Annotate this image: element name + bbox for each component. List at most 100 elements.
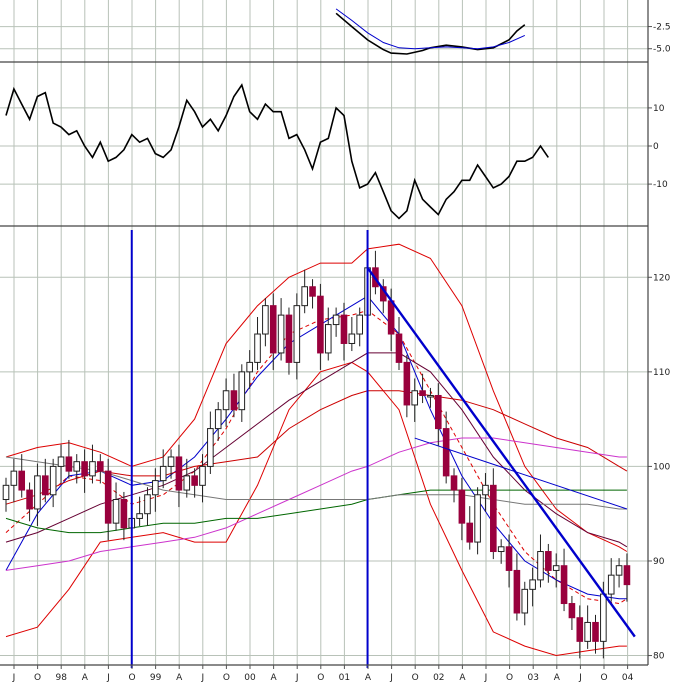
candle-body: [537, 551, 544, 581]
x-tick-label: O: [506, 673, 513, 683]
candle-body: [34, 475, 41, 510]
candle-body: [246, 361, 253, 373]
candle-body: [584, 621, 591, 642]
x-tick-label: J: [12, 673, 16, 683]
candle-body: [301, 286, 308, 307]
candle-body: [285, 314, 293, 363]
candle-body: [238, 371, 246, 411]
candle-body: [340, 314, 348, 344]
candle-body: [112, 499, 120, 524]
x-tick-label: O: [412, 673, 419, 683]
candle-body: [317, 295, 324, 354]
candle-body: [356, 314, 363, 335]
y-tick-label: 80: [653, 652, 665, 662]
x-tick-label: 99: [150, 673, 162, 683]
x-tick-label: 98: [55, 673, 67, 683]
x-tick-label: 01: [339, 673, 350, 683]
candle-body: [458, 489, 466, 524]
candle-body: [175, 456, 183, 491]
x-tick-label: J: [106, 673, 110, 683]
x-tick-label: A: [271, 673, 278, 683]
candle-body: [183, 475, 191, 491]
y-tick-label: 120: [653, 273, 670, 283]
candle-body: [26, 489, 33, 510]
x-tick-label: J: [389, 673, 393, 683]
x-tick-label: 00: [244, 673, 256, 683]
y-tick-label: -2.5: [653, 23, 671, 33]
candle-body: [159, 465, 167, 482]
candle-body: [592, 621, 599, 642]
candle-body: [269, 305, 277, 354]
x-tick-label: 02: [433, 673, 444, 683]
candle-body: [521, 588, 529, 614]
candle-body: [254, 333, 261, 363]
trendline: [414, 437, 628, 510]
candle-body: [309, 286, 316, 297]
candle-body: [65, 456, 73, 472]
momentum-panel: 10 0 -10: [5, 83, 668, 220]
candle-body: [482, 484, 489, 496]
candle-body: [552, 565, 560, 571]
candle-body: [277, 314, 285, 354]
candle-body: [395, 333, 403, 363]
candle-body: [89, 461, 96, 477]
x-tick-label: O: [223, 673, 230, 683]
candle-body: [411, 390, 419, 406]
candle-body: [222, 390, 230, 411]
candle-body: [73, 461, 81, 472]
candle-body: [600, 593, 607, 642]
y-tick-label: -10: [653, 180, 668, 190]
x-tick-label: O: [128, 673, 135, 683]
x-tick-label: 03: [527, 673, 538, 683]
y-tick-label: 110: [653, 368, 670, 378]
candle-body: [97, 461, 104, 472]
candle-body: [497, 546, 505, 553]
x-tick-label: A: [554, 673, 561, 683]
band-line: [5, 456, 627, 510]
x-tick-label: O: [34, 673, 41, 683]
y-tick-label: 0: [653, 142, 659, 152]
x-tick-label: A: [365, 673, 372, 683]
candle-body: [57, 456, 65, 467]
y-tick-label: 100: [653, 462, 670, 472]
candle-body: [513, 569, 521, 614]
candle-body: [419, 390, 426, 396]
candle-body: [442, 428, 450, 477]
candle-body: [293, 305, 301, 363]
candle-body: [49, 465, 57, 496]
candle-body: [324, 324, 332, 354]
candle-body: [348, 333, 356, 344]
x-tick-label: O: [317, 673, 324, 683]
candle-body: [207, 428, 214, 467]
candle-body: [18, 470, 26, 491]
candle-body: [230, 390, 238, 411]
candle-body: [568, 603, 576, 619]
candle-body: [10, 470, 18, 486]
candle-body: [136, 513, 143, 519]
candle-body: [42, 475, 49, 496]
candle-body: [427, 394, 434, 398]
x-tick-label: J: [200, 673, 204, 683]
candle-body: [214, 409, 222, 430]
x-tick-label: J: [578, 673, 582, 683]
oscillator-panel: -2.5 -5.0: [335, 8, 671, 55]
candle-body: [450, 475, 458, 491]
y-tick-label: 90: [653, 557, 665, 567]
candle-body: [81, 461, 88, 477]
band-line: [5, 243, 628, 552]
y-tick-label: -5.0: [653, 45, 671, 55]
x-tick-label: A: [82, 673, 89, 683]
candle-body: [466, 522, 474, 543]
candle-body: [623, 565, 631, 586]
x-tick-label: A: [459, 673, 466, 683]
candle-body: [152, 480, 159, 496]
candle-body: [2, 484, 10, 501]
x-tick-label: J: [295, 673, 299, 683]
series-line: [335, 8, 526, 50]
price-panel: 120 110 100 90 80: [2, 230, 670, 668]
candle-body: [199, 465, 206, 486]
frame-layer: [0, 0, 649, 666]
candle-body: [104, 470, 112, 524]
trendline: [366, 267, 636, 638]
